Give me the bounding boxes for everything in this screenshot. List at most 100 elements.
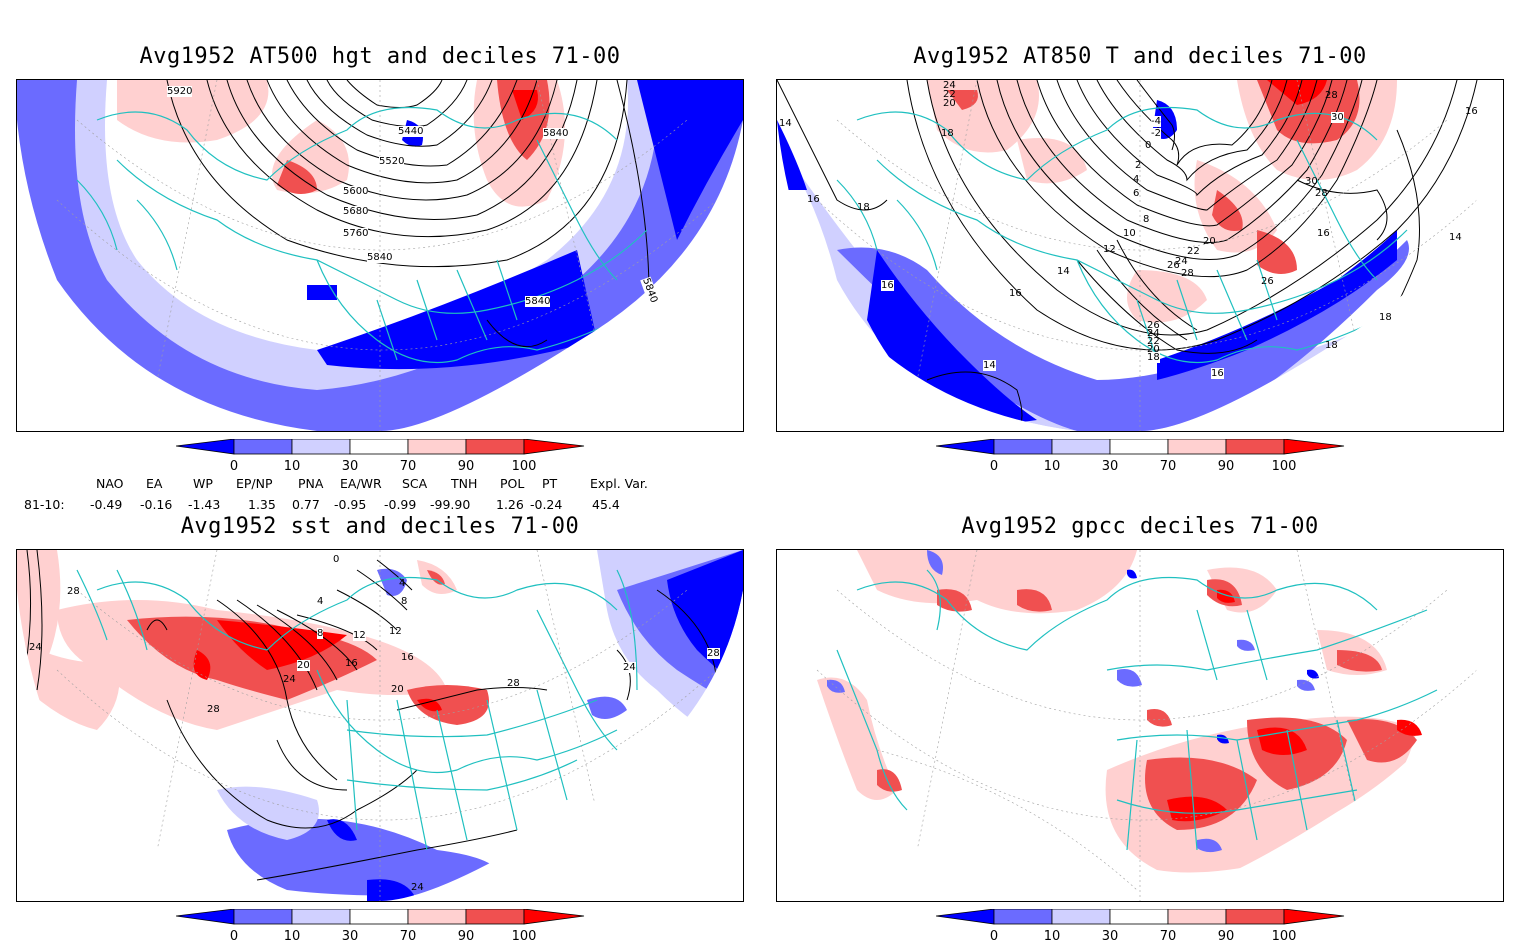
index-header: EA [146, 476, 163, 491]
contour-label: -4 [1151, 116, 1161, 127]
index-header: PT [542, 476, 558, 491]
contour-label: 18 [1147, 352, 1160, 363]
contour-label: 14 [1449, 232, 1462, 243]
colorbar-tick: 10 [1043, 459, 1061, 474]
contour-label: 28 [207, 704, 220, 715]
colorbar-tick: 30 [341, 459, 359, 474]
index-header: NAO [96, 476, 124, 491]
index-value: -0.24 [530, 497, 563, 512]
colorbar-tick: 10 [1043, 929, 1061, 944]
contour-label: 10 [1123, 228, 1136, 239]
index-value: -0.16 [140, 497, 173, 512]
map-t850-svg [777, 80, 1503, 431]
index-row-label: 81-10: [24, 497, 65, 512]
contour-label: 16 [1465, 106, 1478, 117]
colorbar-tick: 100 [1271, 929, 1297, 944]
contour-label: 8 [1143, 214, 1150, 225]
index-value: 0.77 [292, 497, 320, 512]
colorbar-svg [176, 909, 585, 925]
contour-label: 20 [297, 660, 310, 671]
colorbar-svg [936, 909, 1345, 925]
colorbar-tick: 0 [989, 929, 999, 944]
contour-label: 30 [1331, 112, 1344, 123]
contour-label: 16 [1009, 288, 1022, 299]
contour-label: 28 [507, 678, 520, 689]
contour-label: 16 [807, 194, 820, 205]
colorbar: 0 10 30 70 90 100 [176, 909, 586, 949]
contour-label: 4 [1133, 174, 1140, 185]
contour-label: 26 [1261, 276, 1274, 287]
contour-label: 8 [401, 596, 408, 607]
colorbar-tick: 0 [989, 459, 999, 474]
colorbar-tick: 30 [341, 929, 359, 944]
contour-label: 4 [399, 578, 406, 589]
colorbar-tick: 30 [1101, 459, 1119, 474]
contour-label: 20 [943, 98, 956, 109]
index-value: -0.99 [384, 497, 417, 512]
contour-label: 14 [779, 118, 792, 129]
panel-title-t850: Avg1952 AT850 T and deciles 71-00 [913, 44, 1367, 69]
colorbar-tick: 90 [1217, 459, 1235, 474]
contour-label: 26 [1147, 320, 1160, 331]
contour-label: 5840 [543, 128, 569, 139]
colorbar-tick: 0 [229, 929, 239, 944]
contour-label: 22 [1147, 336, 1160, 347]
colorbar-tick: 10 [283, 929, 301, 944]
contour-label: 26 [1167, 260, 1180, 271]
panel-title-hgt500: Avg1952 AT500 hgt and deciles 71-00 [139, 44, 621, 69]
index-header: POL [500, 476, 525, 491]
index-value: 45.4 [592, 497, 620, 512]
contour-label: 24 [623, 662, 636, 673]
contour-label: 18 [1325, 340, 1338, 351]
contour-label: 5840 [367, 252, 393, 263]
index-header: EP/NP [236, 476, 273, 491]
index-value: 1.26 [496, 497, 524, 512]
contour-label: 12 [353, 630, 366, 641]
contour-label: 20 [1147, 344, 1160, 355]
contour-label: 2 [1135, 160, 1142, 171]
contour-label: 30 [1305, 176, 1318, 187]
colorbar-svg [936, 439, 1345, 455]
contour-label: 22 [943, 89, 956, 100]
contour-label: 5600 [343, 186, 369, 197]
contour-label: 14 [983, 360, 996, 371]
contour-label: 12 [1103, 244, 1116, 255]
map-gpcc [776, 549, 1504, 902]
contour-label: 20 [1203, 236, 1216, 247]
colorbar-tick: 0 [229, 459, 239, 474]
map-t850: 24 22 20 18 14 16 18 16 -4 -2 0 2 4 6 8 … [776, 79, 1504, 432]
contour-label: 12 [389, 626, 402, 637]
contour-label: 16 [1317, 228, 1330, 239]
index-header: TNH [451, 476, 478, 491]
contour-label: 5440 [398, 126, 424, 137]
panel-title-sst: Avg1952 sst and deciles 71-00 [180, 514, 580, 539]
contour-label: 28 [1181, 268, 1194, 279]
contour-label: 4 [317, 596, 324, 607]
index-header: SCA [402, 476, 428, 491]
index-header: PNA [298, 476, 324, 491]
colorbar-tick: 100 [1271, 459, 1297, 474]
contour-label: 5520 [379, 156, 405, 167]
contour-label: 5680 [343, 206, 369, 217]
contour-label: 22 [1187, 246, 1200, 257]
colorbar-tick: 70 [399, 929, 417, 944]
colorbar-tick: 100 [511, 459, 537, 474]
contour-label: 8 [317, 628, 324, 639]
contour-label: 14 [1057, 266, 1070, 277]
contour-label: 0 [333, 554, 340, 565]
contour-label: 24 [411, 882, 424, 893]
index-value: -1.43 [188, 497, 221, 512]
contour-label: 5920 [167, 86, 193, 97]
contour-label: 24 [283, 674, 296, 685]
colorbar-tick: 70 [1159, 459, 1177, 474]
colorbar-tick: 90 [1217, 929, 1235, 944]
colorbar: 0 10 30 70 90 100 [936, 439, 1346, 479]
contour-label: 16 [1211, 368, 1224, 379]
map-hgt500: 5920 5440 5520 5600 5680 5760 5840 5840 … [16, 79, 744, 432]
contour-label: 18 [1379, 312, 1392, 323]
contour-label: 16 [401, 652, 414, 663]
index-header: EA/WR [340, 476, 382, 491]
colorbar-tick: 90 [457, 929, 475, 944]
index-value: -0.95 [334, 497, 367, 512]
contour-label: 24 [943, 80, 956, 91]
